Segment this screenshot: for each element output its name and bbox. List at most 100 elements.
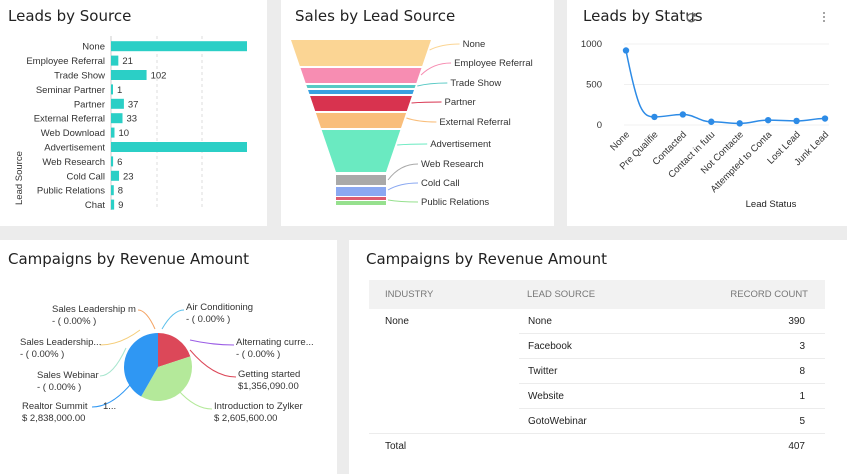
pie-slice (158, 333, 191, 367)
leader-line (411, 101, 442, 104)
funnel-segment (308, 90, 414, 94)
slice-value: - ( 0.00% ) (52, 316, 96, 327)
data-label: 21 (122, 56, 133, 67)
column-header-lead-source[interactable]: LEAD SOURCE (527, 289, 596, 300)
category-label: Seminar Partner (36, 85, 105, 96)
slice-value: - ( 0.00% ) (236, 349, 280, 360)
funnel-segment (306, 85, 416, 88)
bar (111, 84, 113, 95)
data-point (764, 116, 772, 124)
bar (111, 41, 247, 52)
funnel-label: Cold Call (421, 178, 460, 189)
bar (111, 55, 119, 66)
sales-by-lead-source-card: Sales by Lead Source None Employee Referr… (281, 0, 554, 226)
category-label: Chat (85, 200, 105, 211)
data-label: 37 (128, 99, 139, 110)
bar (111, 70, 147, 80)
campaigns-pie-card: Campaigns by Revenue Amount Sales Leader… (0, 240, 337, 474)
bar (111, 185, 114, 196)
category-label: Employee Referral (26, 56, 105, 67)
table-row-source: Twitter (528, 366, 558, 377)
leader-line (91, 384, 131, 408)
slice-label: Getting started (238, 369, 300, 380)
data-label: 9 (118, 200, 123, 211)
funnel-label: Partner (445, 97, 476, 108)
data-point (651, 113, 658, 121)
data-point (736, 120, 743, 127)
column-header-industry[interactable]: INDUSTRY (385, 289, 434, 300)
funnel-label: Public Relations (421, 197, 489, 208)
data-point (793, 117, 800, 125)
leads-by-status-card: Leads by Status 1000 500 0 None Pre Qualifie… (567, 0, 847, 226)
category-label: Cold Call (66, 171, 105, 182)
leader-line (161, 309, 185, 330)
bar (111, 156, 114, 167)
table-row-count: 8 (799, 366, 805, 377)
card-title: Leads by Status (583, 7, 703, 25)
campaigns-pie-chart: Sales Leadership m- ( 0.00% )Air Conditi… (20, 302, 314, 424)
category-label: External Referral (34, 114, 105, 125)
slice-value: - ( 0.00% ) (20, 349, 64, 360)
total-divider (369, 433, 825, 434)
pie-slice (123, 333, 158, 397)
card-title: Campaigns by Revenue Amount (366, 250, 607, 268)
table-row-count: 390 (788, 316, 805, 327)
slice-label: Sales Webinar (37, 370, 99, 381)
data-point (622, 47, 630, 54)
row-divider (519, 358, 825, 359)
bar (111, 142, 247, 152)
leader-line (429, 43, 460, 51)
funnel-label: Employee Referral (454, 58, 533, 69)
data-label: 6 (117, 157, 122, 168)
slice-value: $1,356,090.00 (238, 381, 299, 392)
table-row-source: GotoWebinar (528, 416, 587, 427)
table-row-count: 5 (799, 416, 805, 427)
slice-label: Air Conditioning (186, 302, 253, 313)
funnel-segment (336, 187, 386, 196)
bar (111, 170, 120, 181)
slice-value: $ 2,838,000.00 (22, 413, 85, 424)
data-point (679, 111, 687, 118)
row-divider (519, 333, 825, 334)
total-value: 407 (788, 441, 805, 452)
data-label: 102 (151, 71, 167, 82)
total-label: Total (385, 441, 407, 452)
data-label: 23 (123, 171, 134, 182)
data-point (821, 115, 829, 122)
category-label: Web Research (42, 157, 105, 168)
x-tick-label: None (608, 129, 632, 153)
slice-label: Introduction to Zylker (214, 401, 303, 412)
leads-by-source-card: Leads by Source None Employee Referral 21 T… (0, 0, 267, 226)
leader-line (387, 163, 419, 181)
leader-line (406, 117, 437, 123)
pie-slice (141, 356, 192, 401)
leader-line (417, 82, 448, 87)
bar (111, 127, 115, 138)
campaigns-table-card: Campaigns by Revenue Amount INDUSTRY LEA… (349, 240, 847, 474)
leader-line (99, 347, 127, 377)
funnel-segment (321, 130, 401, 172)
slice-label: Sales Leadership m (52, 304, 136, 315)
row-divider (519, 383, 825, 384)
column-header-record-count[interactable]: RECORD COUNT (730, 289, 808, 300)
slice-value: $ 2,605,600.00 (214, 413, 277, 424)
funnel-segment (300, 68, 422, 83)
slice-label: Realtor Summit (22, 401, 88, 412)
table-row-count: 3 (799, 341, 805, 352)
category-label: Web Download (41, 128, 105, 139)
funnel-segment (336, 175, 386, 185)
y-tick-label: 1000 (581, 39, 602, 50)
funnel-label: Advertisement (430, 139, 491, 150)
data-label: 8 (118, 186, 123, 197)
bar (111, 113, 123, 124)
card-title: Sales by Lead Source (295, 7, 456, 25)
funnel-label: External Referral (439, 117, 510, 128)
table-row-source: Facebook (528, 341, 572, 352)
funnel-segment (336, 201, 386, 205)
more-options-icon[interactable] (821, 11, 827, 25)
data-label: 33 (127, 114, 138, 125)
refresh-icon[interactable] (685, 12, 697, 24)
slice-value: - ( 0.00% ) (186, 314, 230, 325)
leader-line (189, 339, 235, 346)
leads-by-source-chart: None Employee Referral 21 Trade Show 102 Semi… (14, 36, 247, 211)
